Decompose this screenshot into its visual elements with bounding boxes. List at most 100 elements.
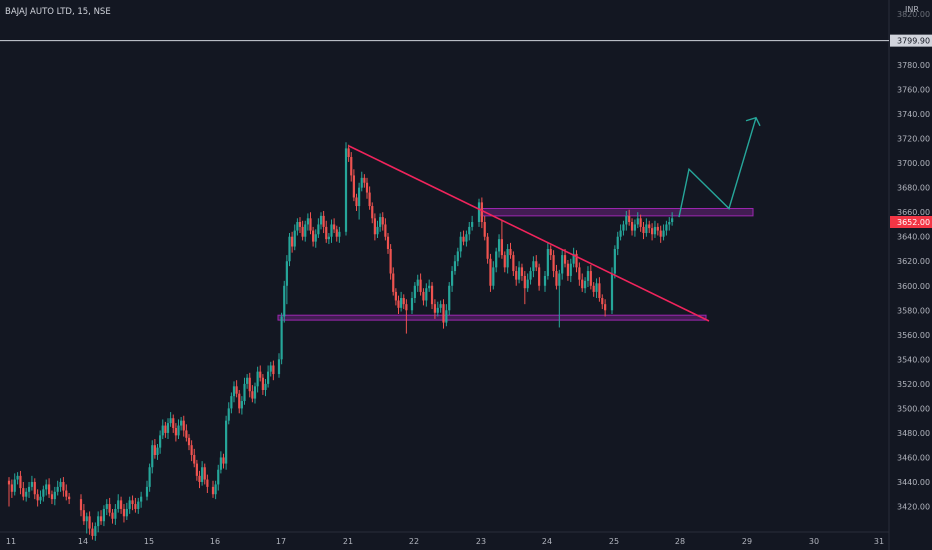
candle-body bbox=[140, 496, 143, 502]
candle-body bbox=[272, 365, 275, 375]
candle-body bbox=[330, 224, 333, 237]
candle-body bbox=[578, 267, 581, 280]
candle-body bbox=[413, 285, 416, 299]
candle-body bbox=[190, 445, 193, 455]
candle-body bbox=[483, 221, 486, 237]
candle-body bbox=[659, 230, 662, 237]
candle-body bbox=[166, 423, 170, 433]
candle-body bbox=[350, 157, 353, 176]
candle-body bbox=[219, 457, 222, 470]
candle-body bbox=[347, 148, 350, 158]
y-tick-label: 3480.00 bbox=[897, 429, 930, 438]
x-tick-label: 11 bbox=[6, 537, 16, 546]
x-tick-label: 24 bbox=[542, 537, 552, 546]
candle-body bbox=[625, 215, 628, 225]
candle-body bbox=[13, 479, 16, 492]
time-axis[interactable]: 11 14 15 16 17 21 22 23 24 25 28 29 30 31 bbox=[6, 537, 884, 546]
candle-body bbox=[185, 430, 188, 438]
hline-price-text: 3799.90 bbox=[897, 37, 930, 46]
candle-body bbox=[261, 377, 264, 391]
candle-body bbox=[523, 275, 526, 289]
candle-body bbox=[371, 206, 374, 219]
candle-body bbox=[376, 226, 379, 235]
candle-body bbox=[201, 467, 204, 482]
candle-body bbox=[497, 239, 501, 252]
candle-body bbox=[82, 510, 85, 522]
candle-body bbox=[386, 236, 390, 249]
candle-body bbox=[117, 500, 120, 509]
y-tick-label: 3560.00 bbox=[897, 331, 930, 340]
descending-trendline[interactable] bbox=[348, 145, 710, 322]
candle-body bbox=[338, 231, 341, 237]
candle-body bbox=[546, 248, 549, 276]
candle-body bbox=[448, 285, 451, 311]
candle-body bbox=[642, 226, 645, 234]
candle-body bbox=[616, 236, 619, 249]
candle-body bbox=[598, 283, 601, 299]
candle-body bbox=[33, 481, 36, 495]
candle-body bbox=[552, 255, 555, 272]
candle-body bbox=[39, 496, 42, 501]
candle-body bbox=[428, 285, 431, 289]
candle-body bbox=[227, 408, 230, 421]
candle-body bbox=[436, 307, 439, 313]
candle-body bbox=[232, 386, 236, 397]
candle-body bbox=[59, 481, 62, 487]
candle-body bbox=[312, 230, 315, 242]
candle-body bbox=[589, 271, 592, 286]
candle-body bbox=[517, 267, 521, 280]
candle-body bbox=[161, 425, 164, 436]
candle-body bbox=[267, 371, 270, 384]
drawings[interactable] bbox=[0, 40, 889, 322]
candle-body bbox=[25, 491, 28, 497]
x-tick-label: 21 bbox=[343, 537, 353, 546]
candle-body bbox=[251, 391, 254, 399]
candle-body bbox=[477, 202, 481, 222]
candle-body bbox=[306, 218, 309, 225]
candle-body bbox=[543, 275, 547, 286]
x-tick-label: 16 bbox=[210, 537, 220, 546]
candle-body bbox=[319, 215, 323, 225]
candle-body bbox=[91, 528, 94, 536]
candle-body bbox=[595, 283, 598, 292]
candle-body bbox=[172, 418, 175, 429]
candle-body bbox=[503, 255, 506, 268]
price-axis[interactable]: 3420.00 3440.00 3460.00 3480.00 3500.00 3520.… bbox=[897, 61, 930, 511]
candle-body bbox=[400, 298, 403, 308]
candle-body bbox=[402, 298, 405, 305]
candle-body bbox=[671, 218, 674, 222]
candle-body bbox=[456, 251, 459, 262]
candle-body bbox=[509, 248, 512, 256]
last-price-text: 3652.00 bbox=[897, 218, 930, 227]
candle-body bbox=[169, 418, 172, 424]
resistance-zone[interactable] bbox=[480, 208, 754, 217]
candle-body bbox=[159, 435, 162, 448]
y-tick-label: 3440.00 bbox=[897, 478, 930, 487]
candle-body bbox=[453, 261, 457, 272]
y-tick-label: 3580.00 bbox=[897, 306, 930, 315]
candle-body bbox=[256, 371, 259, 387]
candle-body bbox=[156, 447, 159, 455]
forecast-path[interactable] bbox=[678, 117, 757, 218]
candle-body bbox=[410, 298, 414, 311]
candle-body bbox=[114, 508, 117, 519]
candle-body bbox=[561, 255, 564, 274]
support-zone[interactable] bbox=[277, 314, 707, 321]
x-tick-label: 28 bbox=[675, 537, 685, 546]
candle-body bbox=[79, 499, 83, 511]
x-tick-label: 15 bbox=[144, 537, 154, 546]
candle-body bbox=[177, 425, 180, 436]
x-tick-label: 22 bbox=[409, 537, 419, 546]
zones bbox=[277, 208, 754, 321]
candle-body bbox=[492, 267, 495, 286]
candle-body bbox=[462, 236, 465, 242]
candle-body bbox=[195, 463, 198, 476]
candle-body bbox=[450, 271, 454, 286]
candle-body bbox=[174, 428, 177, 436]
candle-body bbox=[569, 263, 572, 276]
candle-body bbox=[293, 230, 296, 247]
candle-body bbox=[622, 224, 625, 231]
candle-body bbox=[563, 255, 567, 264]
